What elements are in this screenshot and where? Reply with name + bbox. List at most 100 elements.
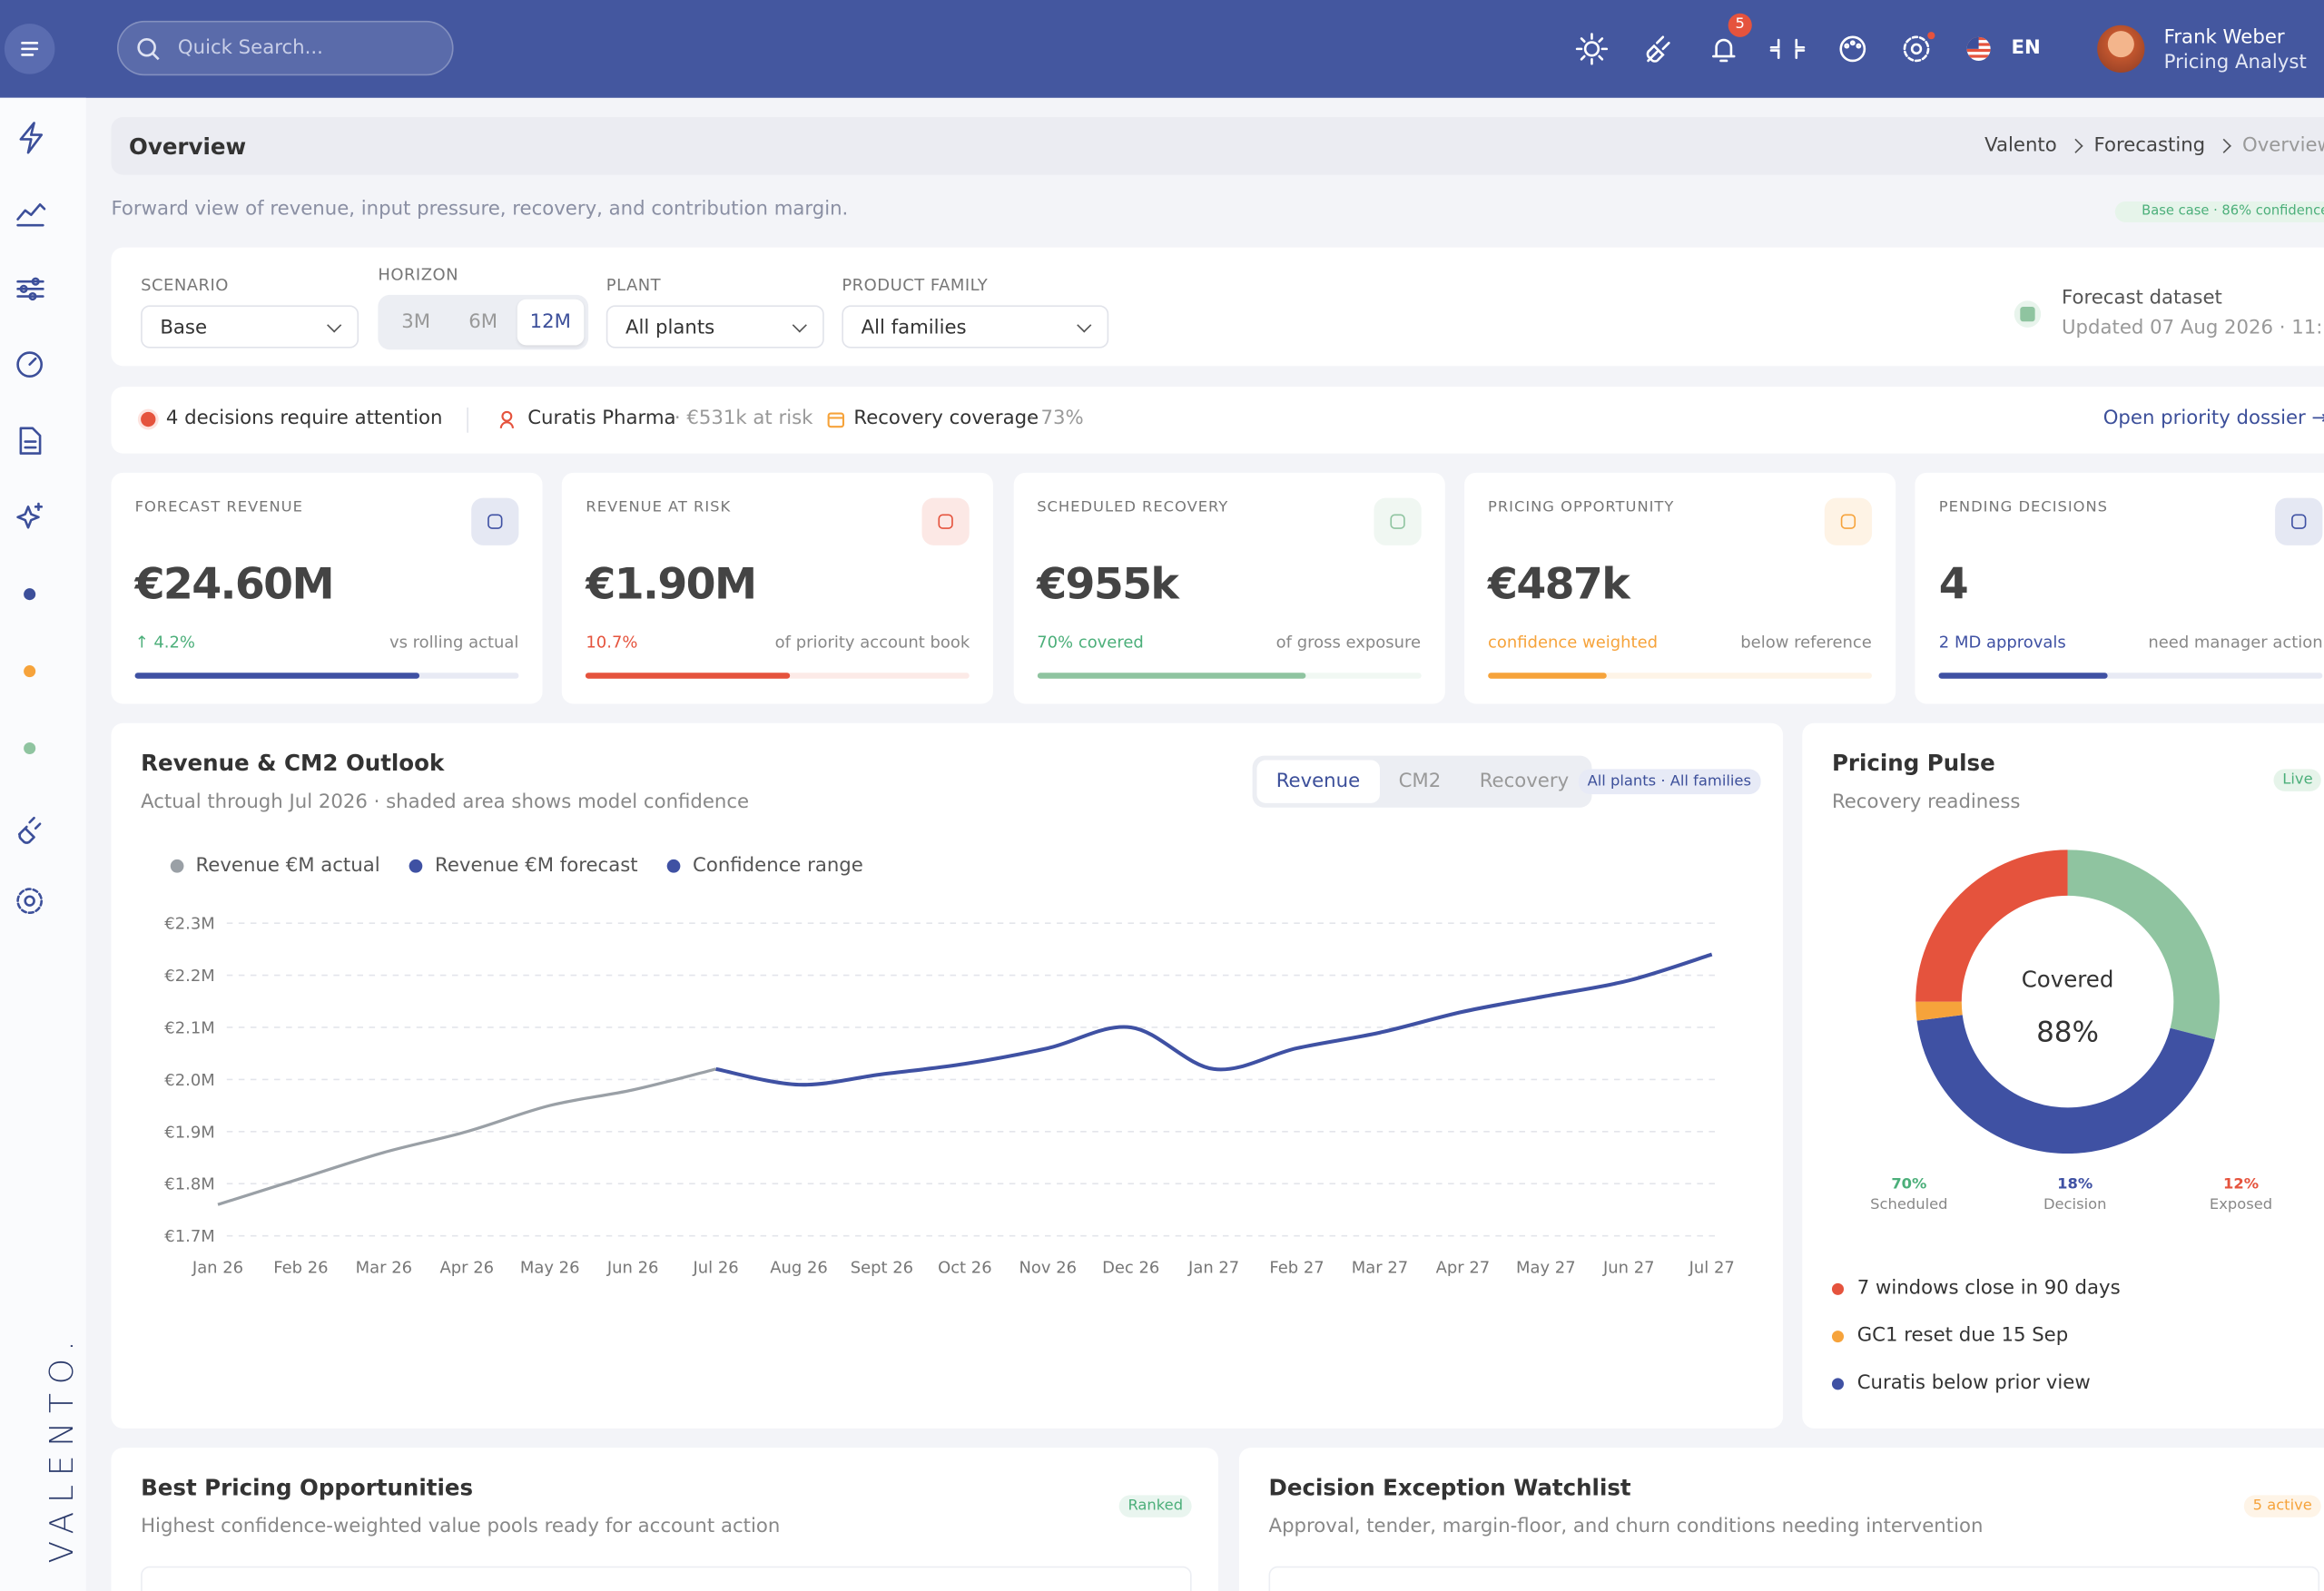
coverage-icon <box>827 412 845 428</box>
family-select[interactable]: All families <box>842 305 1109 349</box>
kpi-card: PRICING OPPORTUNITY €487k confidence weigh… <box>1463 472 1896 704</box>
chart-tab[interactable]: Recovery <box>1479 770 1570 793</box>
x-tick-label: Jul 27 <box>1689 1258 1735 1277</box>
filter-label: SCENARIO <box>141 275 229 295</box>
kpi-label: FORECAST REVENUE <box>134 499 303 516</box>
stat-value: 18% <box>2057 1176 2093 1193</box>
language[interactable]: EN <box>2011 36 2041 60</box>
avatar[interactable] <box>2097 25 2145 73</box>
priority-link[interactable]: Open priority dossier → <box>2102 407 2324 430</box>
kpi-track <box>1488 673 1872 679</box>
donut-segment <box>1915 850 2069 1003</box>
y-tick-label: €2.0M <box>164 1071 214 1090</box>
filter-label: PRODUCT FAMILY <box>842 275 989 295</box>
sidebar-icons <box>16 122 46 915</box>
legend-item: Revenue €M forecast <box>409 855 638 878</box>
menu-button[interactable] <box>4 24 55 74</box>
breadcrumb-item[interactable]: Forecasting <box>2093 134 2206 158</box>
y-tick-label: €2.2M <box>164 967 214 986</box>
x-tick-label: Aug 26 <box>770 1258 828 1277</box>
dataset-title: Forecast dataset <box>2062 287 2222 310</box>
line-chart: €1.7M €1.8M €1.9M €2.0M €2.1M €2.2M €2.3M Jan 2… <box>164 915 1735 1278</box>
kpi-progress <box>1488 673 1608 679</box>
kpi-card: PENDING DECISIONS 4 2 MD approvals need man… <box>1915 472 2324 704</box>
y-tick-label: €2.3M <box>164 915 214 934</box>
kpi-icon-dot <box>2291 514 2307 529</box>
live-badge: Live <box>2273 769 2322 791</box>
pulse-item-text: GC1 reset due 15 Sep <box>1856 1324 2069 1348</box>
dataset-icon <box>2014 300 2042 328</box>
search-icon <box>137 37 160 61</box>
card-title: Best Pricing Opportunities <box>141 1474 474 1501</box>
page-title: Overview <box>129 133 247 161</box>
divider <box>467 407 468 433</box>
donut-center-label: Covered <box>2022 966 2114 992</box>
kpi-icon <box>2275 497 2323 545</box>
pulse-card: Pricing Pulse Recovery readiness Live Co… <box>1802 722 2324 1429</box>
breadcrumb-item[interactable]: Valento <box>1984 134 2057 158</box>
alert-decisions: 4 decisions require attention <box>165 407 443 430</box>
x-tick-label: Feb 27 <box>1269 1258 1324 1277</box>
alert-coverage: Recovery coverage <box>853 407 1039 430</box>
chart-tab[interactable]: CM2 <box>1398 770 1442 793</box>
chart-tabs: Revenue CM2 Recovery <box>1252 755 1593 808</box>
chart-tab[interactable]: Revenue <box>1256 760 1380 803</box>
card-subtitle: Highest confidence-weighted value pools … <box>141 1516 781 1538</box>
legend-dot <box>667 859 681 873</box>
x-tick-label: Jun 26 <box>606 1258 659 1277</box>
horizon-option[interactable]: 3M <box>401 310 431 334</box>
card-subtitle: Approval, tender, margin-floor, and chur… <box>1268 1516 1984 1538</box>
table-frame <box>1268 1566 2320 1591</box>
stat-value: 70% <box>1891 1176 1927 1193</box>
kpi-delta: 70% covered <box>1037 633 1144 653</box>
alert-dot <box>141 411 156 427</box>
scenario-select[interactable]: Base <box>141 305 359 349</box>
pulse-item[interactable]: 7 windows close in 90 days <box>1831 1277 2121 1300</box>
kpi-note: need manager action <box>2148 633 2323 653</box>
card-title: Revenue & CM2 Outlook <box>141 750 445 777</box>
search-box[interactable]: Quick Search... <box>116 20 454 76</box>
donut-segment <box>1916 1014 2215 1154</box>
x-tick-label: Apr 27 <box>1436 1258 1491 1277</box>
pulse-item[interactable]: GC1 reset due 15 Sep <box>1831 1324 2069 1348</box>
sidebar <box>0 97 86 1591</box>
kpi-progress <box>134 673 419 679</box>
breadcrumb: Valento Forecasting Overview <box>1984 135 2324 157</box>
legend: Revenue €M actual Revenue €M forecast Conf… <box>170 855 863 878</box>
dataset-updated: Updated 07 Aug 2026 · 11:54 <box>2062 317 2324 339</box>
kpi-value: €487k <box>1488 558 1630 610</box>
kpi-icon <box>1824 497 1872 545</box>
x-tick-label: Jun 27 <box>1602 1258 1655 1277</box>
pulse-item[interactable]: Curatis below prior view <box>1831 1372 2091 1394</box>
kpi-icon <box>1373 497 1422 545</box>
y-tick-label: €1.8M <box>164 1175 214 1194</box>
legend-label: Revenue €M forecast <box>435 855 638 878</box>
kpi-progress <box>586 673 790 679</box>
kpi-progress <box>1938 673 2108 679</box>
x-tick-label: Jan 26 <box>192 1258 243 1277</box>
plant-select[interactable]: All plants <box>606 305 824 349</box>
kpi-delta: 2 MD approvals <box>1938 633 2066 653</box>
kpi-label: REVENUE AT RISK <box>586 499 732 516</box>
x-tick-label: Nov 26 <box>1019 1258 1078 1277</box>
bottom-card: Decision Exception Watchlist Approval, te… <box>1238 1448 2324 1591</box>
kpi-card: SCHEDULED RECOVERY €955k 70% covered of gro… <box>1013 472 1445 704</box>
status-badge: Base case · 86% confidence <box>2114 201 2324 222</box>
legend-item: Revenue €M actual <box>170 855 380 878</box>
horizon-option[interactable]: 6M <box>468 310 498 334</box>
kpi-icon <box>921 497 970 545</box>
user-role: Pricing Analyst <box>2163 52 2307 74</box>
kpi-note: of gross exposure <box>1275 633 1422 653</box>
x-tick-label: Oct 26 <box>938 1258 992 1277</box>
kpi-delta: ↑ 4.2% <box>134 633 195 653</box>
donut-center-value: 88% <box>2036 1016 2099 1049</box>
donut-segment <box>2066 850 2220 1040</box>
legend-label: Revenue €M actual <box>195 855 380 878</box>
horizon-option[interactable]: 12M <box>517 299 585 346</box>
card-badge: 5 active <box>2243 1495 2321 1517</box>
line-series <box>217 1067 716 1206</box>
filter-card: SCENARIO Base HORIZON 3M 6M 12M PLANT All … <box>111 247 2324 367</box>
page-subtitle: Forward view of revenue, input pressure,… <box>111 198 849 221</box>
breadcrumb-item[interactable]: Overview <box>2241 134 2324 158</box>
y-tick-label: €1.9M <box>164 1123 214 1142</box>
